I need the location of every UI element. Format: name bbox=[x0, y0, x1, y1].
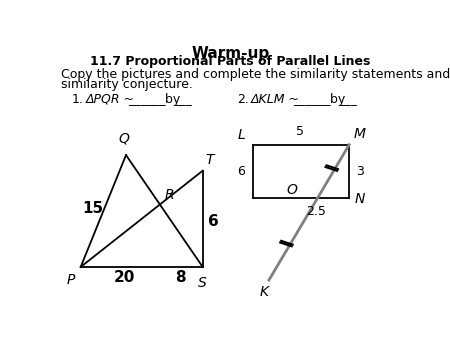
Text: 5: 5 bbox=[297, 125, 304, 138]
Text: 15: 15 bbox=[82, 201, 104, 216]
Text: ΔKLM ~: ΔKLM ~ bbox=[251, 93, 304, 105]
Text: ΔPQR ~: ΔPQR ~ bbox=[86, 93, 139, 105]
Text: 8: 8 bbox=[175, 270, 185, 285]
Text: N: N bbox=[355, 192, 365, 206]
Text: M: M bbox=[354, 127, 366, 141]
Text: L: L bbox=[238, 128, 246, 142]
Text: ___: ___ bbox=[173, 93, 192, 105]
Text: S: S bbox=[198, 276, 207, 290]
Text: 6: 6 bbox=[237, 165, 245, 178]
Text: by: by bbox=[326, 93, 349, 105]
Text: 6: 6 bbox=[208, 214, 219, 229]
Text: similarity conjecture.: similarity conjecture. bbox=[62, 78, 194, 91]
Text: 3: 3 bbox=[356, 165, 364, 178]
Text: T: T bbox=[206, 153, 214, 167]
Text: P: P bbox=[67, 273, 76, 288]
Text: 2.: 2. bbox=[238, 93, 249, 105]
Text: Copy the pictures and complete the similarity statements and write the: Copy the pictures and complete the simil… bbox=[62, 68, 450, 81]
Text: ______: ______ bbox=[128, 93, 165, 105]
Text: by: by bbox=[161, 93, 184, 105]
Text: 11.7 Proportional Parts of Parallel Lines: 11.7 Proportional Parts of Parallel Line… bbox=[90, 55, 371, 68]
Text: Warm-up: Warm-up bbox=[192, 46, 270, 61]
Text: ___: ___ bbox=[338, 93, 357, 105]
Text: O: O bbox=[286, 183, 297, 197]
Text: K: K bbox=[260, 285, 269, 299]
Text: R: R bbox=[164, 188, 174, 201]
Text: 20: 20 bbox=[113, 270, 135, 285]
Text: ______: ______ bbox=[292, 93, 330, 105]
Text: 1.: 1. bbox=[72, 93, 84, 105]
Text: Q: Q bbox=[119, 132, 130, 146]
Text: 2.5: 2.5 bbox=[306, 205, 326, 218]
